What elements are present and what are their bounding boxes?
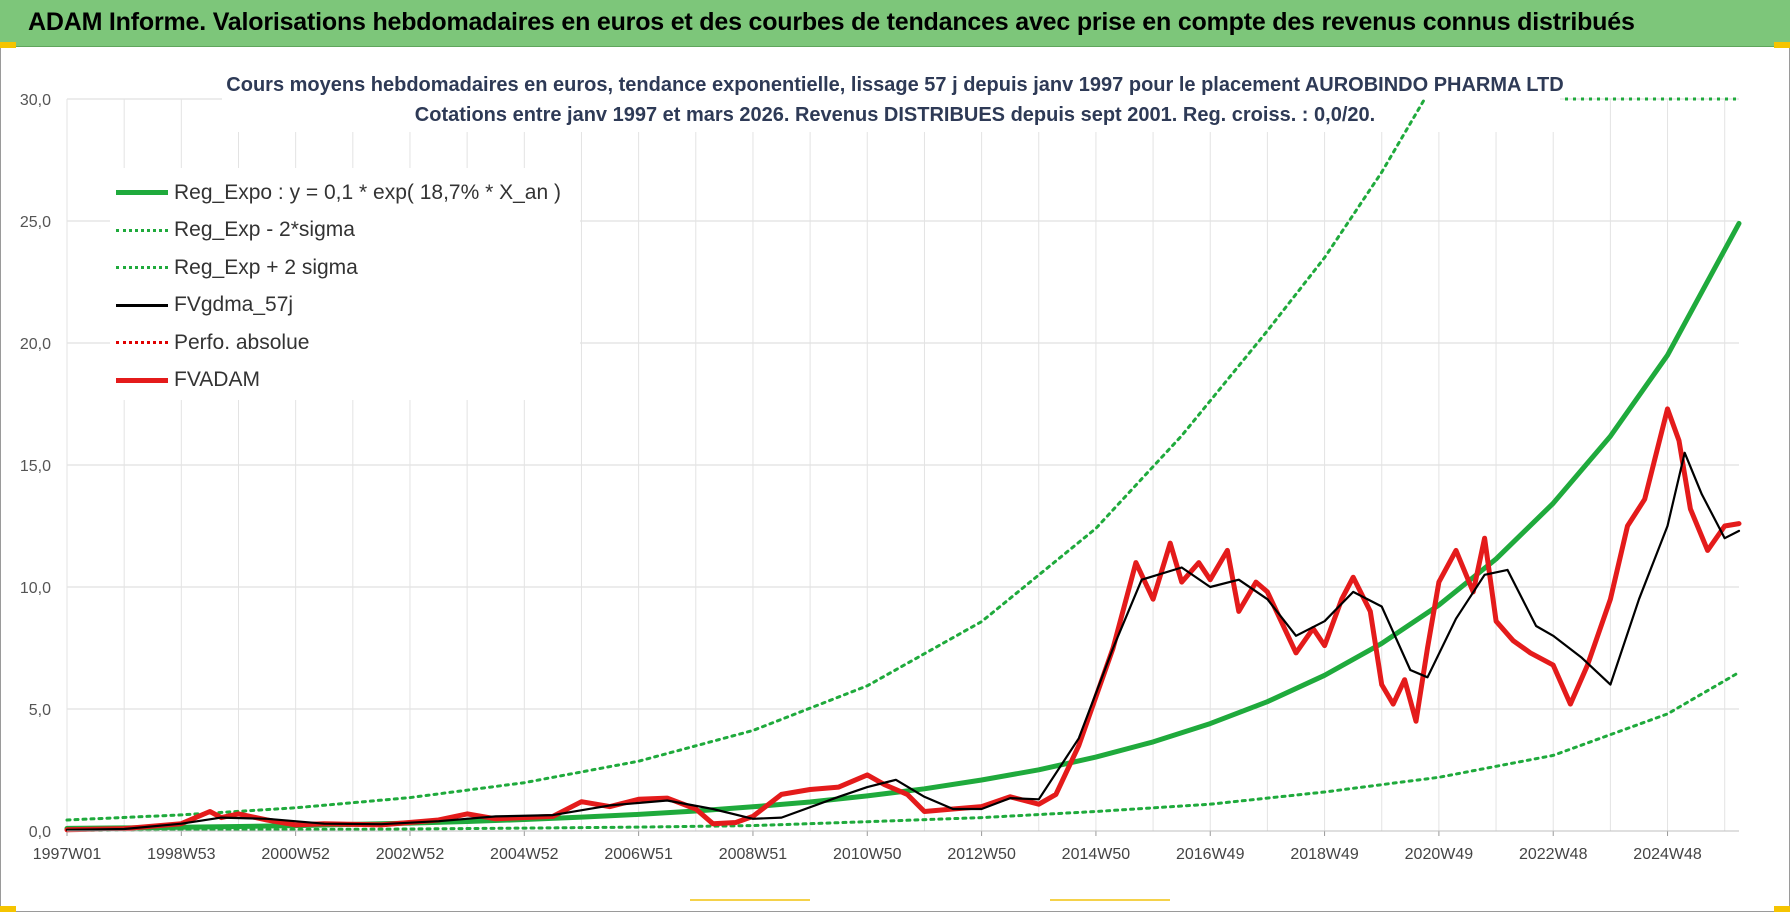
x-tick-label: 2020W49 (1405, 846, 1474, 863)
legend-swatch (116, 190, 168, 196)
x-tick-label: 2010W50 (833, 846, 902, 863)
x-tick-label: 2000W52 (261, 846, 330, 863)
x-tick-label: 1998W53 (147, 846, 216, 863)
x-tick-label: 2012W50 (947, 846, 1016, 863)
legend-swatch (116, 341, 168, 345)
x-tick-label: 2022W48 (1519, 846, 1588, 863)
legend-swatch (116, 266, 168, 270)
x-tick-label: 2008W51 (719, 846, 788, 863)
corner-mark (0, 42, 16, 48)
chart-title-line1: Cours moyens hebdomadaires en euros, ten… (226, 74, 1564, 96)
legend-label: Reg_Exp + 2 sigma (174, 255, 358, 279)
x-tick-label: 2004W52 (490, 846, 559, 863)
legend-item: Reg_Exp - 2*sigma (116, 212, 561, 250)
x-tick-label: 2002W52 (376, 846, 445, 863)
y-tick-label: 20,0 (20, 336, 51, 353)
y-tick-label: 0,0 (29, 824, 51, 841)
corner-mark (1774, 906, 1790, 912)
chart-canvas: 0,0 5,0 10,0 15,0 20,0 25,0 30,0 1997W01 1998W5… (20, 68, 1742, 863)
legend-item: FVADAM (116, 362, 561, 400)
chart-title-background (222, 68, 1560, 132)
legend-swatch (116, 303, 168, 307)
legend-label: FVgdma_57j (174, 293, 294, 317)
corner-mark (0, 906, 16, 912)
x-tick-label: 2006W51 (604, 846, 673, 863)
series-line-1 (65, 670, 1741, 832)
legend-label: FVADAM (174, 368, 260, 392)
x-tick-label: 1997W01 (33, 846, 102, 863)
corner-mark (1774, 42, 1790, 48)
report-title: ADAM Informe. Valorisations hebdomadaire… (28, 8, 1635, 36)
legend-item: Reg_Expo : y = 0,1 * exp( 18,7% * X_an ) (116, 174, 561, 212)
x-tick-label: 2024W48 (1633, 846, 1702, 863)
x-tick-label: 2016W49 (1176, 846, 1245, 863)
series-line-3 (65, 451, 1741, 831)
legend-swatch (116, 377, 168, 383)
chart-subtitle: Cotations entre janv 1997 et mars 2026. … (414, 104, 1376, 126)
chart-series (64, 97, 1742, 833)
x-tick-label: 2018W49 (1290, 846, 1359, 863)
series-line-2 (65, 97, 1427, 822)
legend-item: Reg_Exp + 2 sigma (116, 249, 561, 287)
y-tick-label: 10,0 (20, 580, 51, 597)
x-tick-label: 2014W50 (1062, 846, 1131, 863)
bottom-mark (1050, 899, 1170, 901)
y-tick-label: 5,0 (29, 702, 51, 719)
legend-label: Perfo. absolue (174, 330, 310, 354)
x-axis-ticks: 1997W01 1998W53 2000W52 2002W52 2004W52 2006W… (33, 831, 1702, 863)
legend-label: Reg_Exp - 2*sigma (174, 218, 355, 242)
y-tick-label: 25,0 (20, 214, 51, 231)
y-tick-label: 30,0 (20, 92, 51, 109)
legend-item: Perfo. absolue (116, 324, 561, 362)
chart-legend: Reg_Expo : y = 0,1 * exp( 18,7% * X_an )… (116, 174, 561, 399)
legend-item: FVgdma_57j (116, 287, 561, 325)
series-line-5 (64, 406, 1742, 833)
report-banner: ADAM Informe. Valorisations hebdomadaire… (0, 0, 1790, 47)
chart-title: Cours moyens hebdomadaires en euros, ten… (0, 70, 1790, 130)
legend-swatch (116, 228, 168, 232)
y-tick-label: 15,0 (20, 458, 51, 475)
bottom-mark (690, 899, 810, 901)
legend-background (110, 168, 580, 400)
y-axis-ticks: 0,0 5,0 10,0 15,0 20,0 25,0 30,0 (20, 92, 51, 841)
legend-label: Reg_Expo : y = 0,1 * exp( 18,7% * X_an ) (174, 180, 561, 204)
